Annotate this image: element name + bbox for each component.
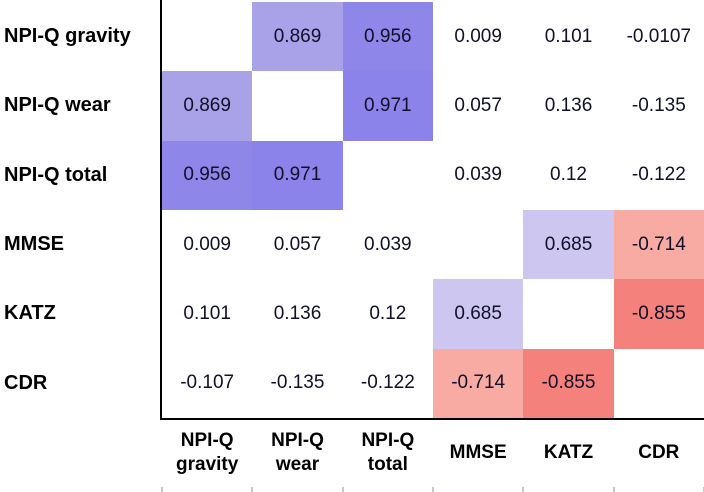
matrix-cell-r1-c1 <box>162 2 253 72</box>
matrix-cell-r3-c2: 0.971 <box>252 140 343 210</box>
matrix-cell-r5-c5 <box>523 279 614 349</box>
col-label-2-line-1: NPI-Q <box>271 430 324 451</box>
row-label-5: KATZ <box>4 302 56 325</box>
col-label-2: NPI-Q wear <box>252 420 342 486</box>
matrix-cell-r2-c6: -0.135 <box>613 71 704 141</box>
matrix-cell-r5-c1: 0.101 <box>162 279 253 349</box>
col-label-2-line-2: wear <box>275 454 320 475</box>
matrix-cell-r1-c5: 0.101 <box>523 2 614 72</box>
col-label-1-line-1: NPI-Q <box>180 430 234 451</box>
matrix-cell-r4-c4 <box>433 210 524 280</box>
matrix-cell-r2-c3: 0.971 <box>342 71 433 141</box>
row-label-4: MMSE <box>4 233 64 256</box>
y-axis-line <box>160 0 162 420</box>
matrix-cell-r6-c6 <box>613 348 704 418</box>
matrix-cell-r3-c5: 0.12 <box>523 140 614 210</box>
matrix-cell-r4-c6: -0.714 <box>613 210 704 280</box>
col-label-6-line-1: CDR <box>638 442 680 463</box>
col-label-6: CDR <box>614 420 704 486</box>
row-label-1: NPI-Q gravity <box>4 25 131 48</box>
matrix-cell-r3-c6: -0.122 <box>613 140 704 210</box>
matrix-cell-r4-c1: 0.009 <box>162 210 253 280</box>
matrix-cell-r2-c2 <box>252 71 343 141</box>
col-label-4: MMSE <box>433 420 523 486</box>
row-labels: NPI-Q gravity NPI-Q wear NPI-Q total MMSE KA… <box>0 2 156 418</box>
matrix-cell-r4-c3: 0.039 <box>342 210 433 280</box>
bottom-edge-tick-3 <box>432 487 434 492</box>
matrix-cell-r1-c6: -0.0107 <box>613 2 704 72</box>
matrix-cell-r1-c3: 0.956 <box>342 2 433 72</box>
col-label-3-line-1: NPI-Q <box>361 430 415 451</box>
matrix-cell-r2-c5: 0.136 <box>523 71 614 141</box>
row-label-2: NPI-Q wear <box>4 94 111 117</box>
row-label-6: CDR <box>4 371 48 394</box>
x-axis-line <box>160 418 704 420</box>
bottom-edge-tick-0 <box>161 487 163 492</box>
heatmap-grid: 0.869 0.956 0.009 0.101 -0.0107 0.869 0.971 0.0… <box>162 2 704 418</box>
matrix-cell-r5-c4: 0.685 <box>433 279 524 349</box>
matrix-cell-r4-c5: 0.685 <box>523 210 614 280</box>
col-label-3-line-2: total <box>367 454 408 475</box>
matrix-cell-r5-c3: 0.12 <box>342 279 433 349</box>
matrix-cell-r6-c1: -0.107 <box>162 348 253 418</box>
col-label-5-line-1: KATZ <box>543 442 594 463</box>
row-label-3: NPI-Q total <box>4 163 108 186</box>
col-label-3: NPI-Q total <box>343 420 433 486</box>
bottom-edge-tick-2 <box>341 487 344 492</box>
matrix-cell-r2-c1: 0.869 <box>162 71 253 141</box>
matrix-cell-r1-c2: 0.869 <box>252 2 343 72</box>
matrix-cell-r6-c2: -0.135 <box>252 348 343 418</box>
matrix-cell-r6-c5: -0.855 <box>523 348 614 418</box>
matrix-cell-r3-c3 <box>342 140 433 210</box>
matrix-cell-r5-c6: -0.855 <box>613 279 704 349</box>
bottom-edge-tick-5 <box>612 487 615 492</box>
col-label-1: NPI-Q gravity <box>162 420 252 486</box>
matrix-cell-r1-c4: 0.009 <box>433 2 524 72</box>
col-label-5: KATZ <box>523 420 613 486</box>
col-label-4-line-1: MMSE <box>449 442 507 463</box>
matrix-cell-r3-c1: 0.956 <box>162 140 253 210</box>
matrix-cell-r6-c4: -0.714 <box>433 348 524 418</box>
column-labels: NPI-Q gravity NPI-Q wear NPI-Q total MMSE KATZ C… <box>162 420 704 486</box>
matrix-cell-r5-c2: 0.136 <box>252 279 343 349</box>
matrix-cell-r3-c4: 0.039 <box>433 140 524 210</box>
col-label-1-line-2: gravity <box>176 454 239 475</box>
bottom-edge-tick-4 <box>522 487 525 492</box>
bottom-edge-tick-1 <box>251 487 254 492</box>
matrix-cell-r4-c2: 0.057 <box>252 210 343 280</box>
matrix-cell-r6-c3: -0.122 <box>342 348 433 418</box>
matrix-cell-r2-c4: 0.057 <box>433 71 524 141</box>
